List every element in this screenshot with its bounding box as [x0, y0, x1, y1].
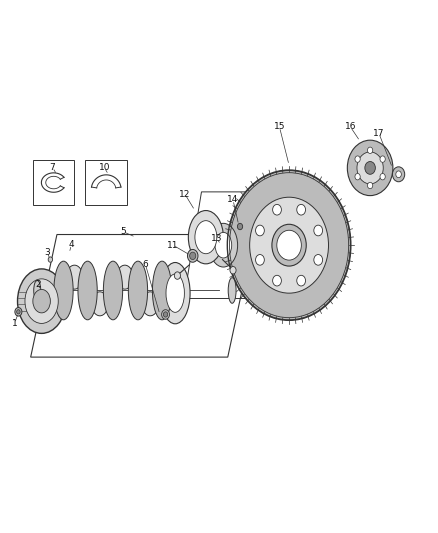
Circle shape: [272, 276, 281, 286]
Circle shape: [255, 225, 264, 236]
Ellipse shape: [215, 232, 232, 258]
Circle shape: [314, 225, 323, 236]
Ellipse shape: [78, 261, 97, 320]
Ellipse shape: [33, 289, 50, 313]
Bar: [85, 160, 127, 205]
Ellipse shape: [250, 197, 328, 293]
Circle shape: [367, 182, 373, 189]
Circle shape: [355, 173, 360, 180]
Ellipse shape: [195, 221, 217, 254]
Text: 13: 13: [211, 234, 223, 243]
Text: 10: 10: [99, 163, 110, 172]
Text: 5: 5: [120, 228, 127, 236]
Text: 4: 4: [69, 240, 74, 249]
Ellipse shape: [174, 272, 180, 279]
Ellipse shape: [230, 266, 236, 274]
Ellipse shape: [66, 265, 83, 289]
Circle shape: [365, 161, 375, 174]
Bar: [33, 160, 74, 205]
Circle shape: [297, 204, 306, 215]
Ellipse shape: [152, 261, 172, 320]
Text: 7: 7: [49, 163, 56, 172]
Text: 2: 2: [36, 280, 41, 288]
Text: 1: 1: [11, 319, 18, 328]
Text: 15: 15: [274, 123, 285, 131]
Circle shape: [272, 204, 281, 215]
Circle shape: [15, 308, 22, 316]
Ellipse shape: [228, 171, 350, 320]
Circle shape: [380, 156, 385, 162]
Ellipse shape: [128, 261, 148, 320]
Text: 14: 14: [227, 196, 239, 204]
Ellipse shape: [188, 211, 223, 264]
Ellipse shape: [392, 167, 405, 182]
Ellipse shape: [54, 261, 73, 320]
Circle shape: [163, 312, 168, 317]
Ellipse shape: [48, 257, 53, 262]
Ellipse shape: [142, 292, 159, 316]
Text: 11: 11: [167, 241, 179, 249]
Ellipse shape: [117, 265, 133, 289]
Circle shape: [380, 173, 385, 180]
Ellipse shape: [34, 280, 41, 301]
Ellipse shape: [25, 279, 58, 324]
Ellipse shape: [357, 152, 383, 184]
Circle shape: [255, 255, 264, 265]
Ellipse shape: [228, 278, 236, 303]
Circle shape: [297, 276, 306, 286]
Circle shape: [314, 255, 323, 265]
Ellipse shape: [396, 171, 401, 177]
Circle shape: [187, 249, 198, 262]
Circle shape: [355, 156, 360, 162]
Text: 12: 12: [179, 190, 191, 198]
Ellipse shape: [166, 274, 184, 312]
Circle shape: [162, 310, 170, 319]
Ellipse shape: [103, 261, 123, 320]
Circle shape: [277, 230, 301, 260]
Circle shape: [272, 224, 306, 266]
Circle shape: [367, 147, 373, 154]
Text: 6: 6: [142, 260, 148, 269]
Ellipse shape: [347, 140, 393, 196]
Circle shape: [237, 223, 243, 230]
Ellipse shape: [18, 269, 66, 334]
Circle shape: [190, 252, 196, 260]
Text: 3: 3: [44, 248, 50, 256]
Ellipse shape: [92, 292, 108, 316]
Circle shape: [17, 310, 20, 314]
Text: 16: 16: [345, 123, 356, 131]
Ellipse shape: [160, 263, 190, 324]
Text: 17: 17: [373, 129, 385, 138]
Ellipse shape: [209, 223, 237, 267]
